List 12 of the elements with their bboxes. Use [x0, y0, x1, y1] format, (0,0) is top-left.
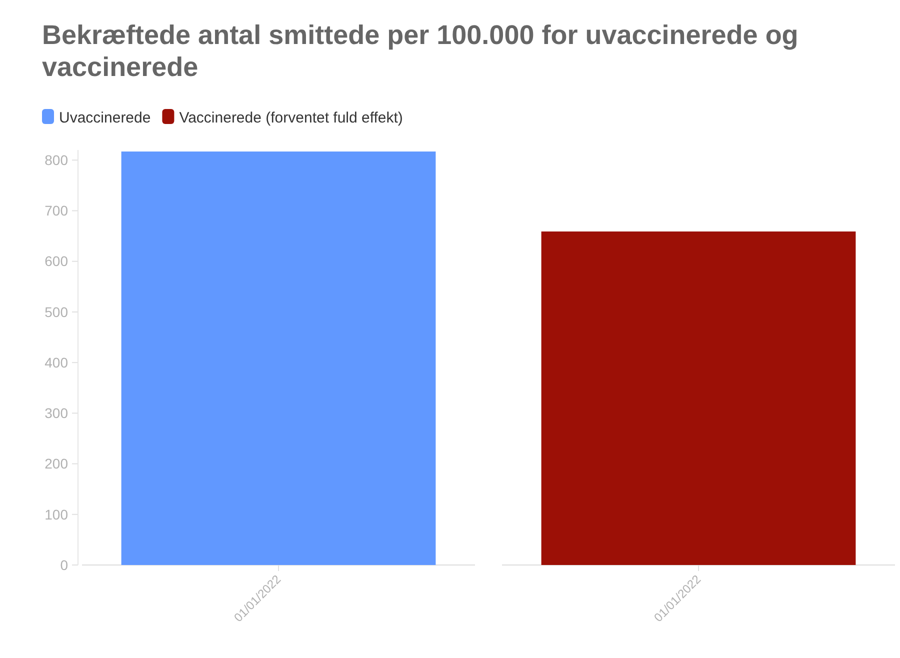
y-tick-label: 0 [60, 556, 68, 573]
y-tick-label: 700 [44, 202, 68, 219]
y-tick-label: 100 [44, 506, 68, 522]
y-tick-label: 300 [44, 405, 68, 422]
chart-title: Bekræftede antal smittede per 100.000 for uvaccinerede og vaccinerede [42, 20, 798, 82]
y-tick-label: 200 [44, 456, 68, 472]
legend-label: Vaccinerede (forventet fuld effekt) [179, 109, 403, 126]
y-tick-label: 800 [44, 152, 68, 168]
legend-label: Uvaccinerede [59, 109, 151, 126]
y-tick-label: 600 [44, 253, 68, 270]
y-tick-label: 500 [44, 304, 68, 320]
y-tick-label: 400 [44, 354, 68, 370]
